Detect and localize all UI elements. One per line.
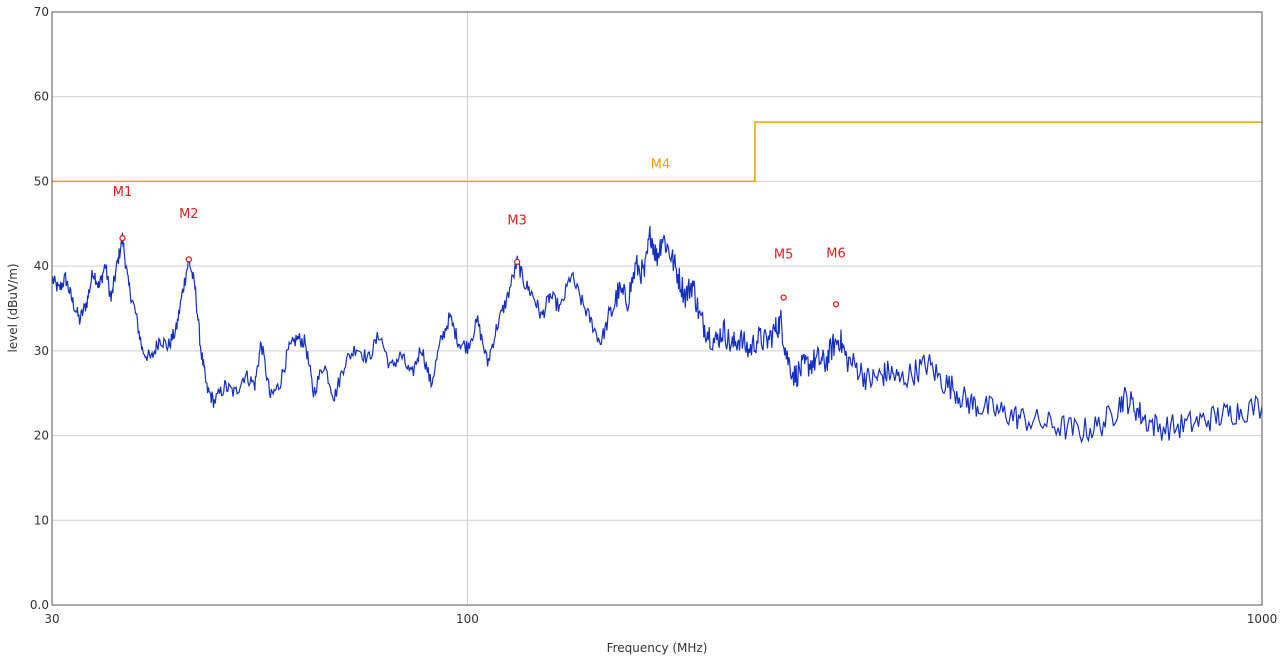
x-tick-labels: 30 100 1000 <box>44 612 1277 626</box>
limit-line <box>52 121 1262 183</box>
y-tick-label: 40 <box>34 259 49 273</box>
marker-dot <box>832 301 840 308</box>
marker-label: M1 <box>113 185 133 200</box>
x-tick-label: 100 <box>456 612 479 626</box>
level-trace <box>51 225 1263 444</box>
marker-label: M5 <box>774 248 794 263</box>
y-axis-title: level (dBuV/m) <box>6 263 20 352</box>
marker-label: M3 <box>507 214 527 229</box>
marker-dot <box>185 256 192 263</box>
marker-m5: M5 <box>774 248 794 301</box>
marker-dot <box>514 258 521 266</box>
y-tick-label: 30 <box>34 344 49 358</box>
marker-label: M2 <box>179 207 199 222</box>
x-tick-label: 30 <box>44 612 59 626</box>
marker-m6: M6 <box>826 247 846 308</box>
y-tick-label: 70 <box>34 5 49 19</box>
marker-dot <box>780 294 787 301</box>
marker-m1: M1 <box>113 185 133 242</box>
y-tick-labels: 0.0 10 20 30 40 50 60 70 <box>30 5 49 612</box>
marker-m3: M3 <box>507 214 527 266</box>
marker-m2: M2 <box>179 207 199 263</box>
marker-label: M6 <box>826 247 846 262</box>
marker-m4: M4 <box>651 158 671 173</box>
markers: M1 M2 M3 M4 M5 M6 <box>113 158 846 308</box>
y-tick-label: 10 <box>34 513 49 527</box>
y-tick-label: 60 <box>34 90 49 104</box>
y-tick-label: 50 <box>34 174 49 188</box>
marker-dot <box>119 235 126 242</box>
x-tick-label: 1000 <box>1247 612 1278 626</box>
x-axis-title: Frequency (MHz) <box>607 641 708 655</box>
plot-frame <box>51 11 1263 606</box>
plot-background <box>52 12 1262 605</box>
marker-label: M4 <box>651 158 671 173</box>
y-tick-label: 0.0 <box>30 598 49 612</box>
y-tick-label: 20 <box>34 429 49 443</box>
